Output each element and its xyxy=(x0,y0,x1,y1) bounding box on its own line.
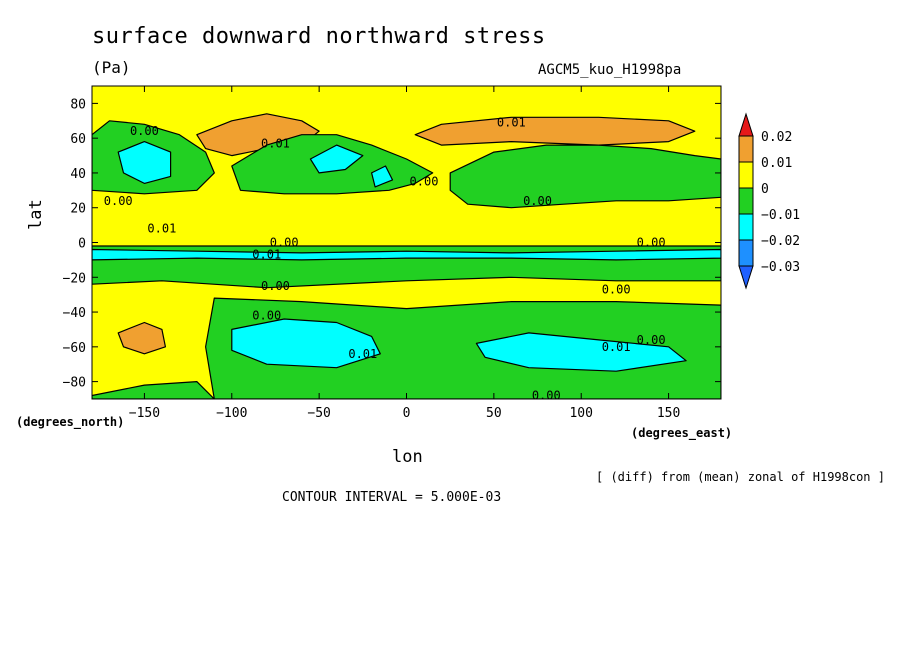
contour-label-7: 0.00 xyxy=(270,236,299,250)
contour-label-16: 0.00 xyxy=(532,389,561,403)
colorbar-box-0 xyxy=(738,135,754,163)
contour-label-4: 0.00 xyxy=(104,194,133,208)
contour-label-0: 0.00 xyxy=(130,124,159,138)
y-tick-label-3: −20 xyxy=(63,271,86,286)
colorbar-label-1: 0.01 xyxy=(761,156,792,171)
colorbar: 0.02 0.01 0 −0.01 −0.02 −0.03 xyxy=(738,112,800,290)
contour-label-5: 0.00 xyxy=(523,194,552,208)
region-negative2-11 xyxy=(371,165,394,188)
colorbar-box-2 xyxy=(738,187,754,215)
y-tick-label-8: 80 xyxy=(70,97,86,112)
chart-title: surface downward northward stress xyxy=(92,24,546,49)
colorbar-label-0: 0.02 xyxy=(761,130,792,145)
colorbar-box-3 xyxy=(738,213,754,241)
colorbar-label-2: 0 xyxy=(761,182,769,197)
contour-label-11: 0.00 xyxy=(602,282,631,296)
units-label: (Pa) xyxy=(92,58,131,77)
contour-label-12: 0.00 xyxy=(252,309,281,323)
diff-note: [ (diff) from (mean) zonal of H1998con ] xyxy=(596,470,885,484)
x-tick-label-0: −150 xyxy=(129,406,160,421)
region-negative2-10 xyxy=(309,144,364,174)
contour-interval: CONTOUR INTERVAL = 5.000E-03 xyxy=(282,490,502,505)
region-negative-5 xyxy=(449,144,721,209)
x-axis-label: lon xyxy=(392,447,423,467)
x-tick-label-3: 0 xyxy=(403,406,411,421)
contour-label-15: 0.00 xyxy=(637,333,666,347)
y-ticks: −80 −60 −40 −20 0 20 40 60 80 xyxy=(63,97,721,391)
x-tick-label-5: 100 xyxy=(569,406,592,421)
region-positive-2 xyxy=(117,321,166,355)
colorbar-label-3: −0.01 xyxy=(761,208,800,223)
region-negative-8 xyxy=(92,381,215,399)
x-ticks: −150 −100 −50 0 50 100 150 xyxy=(129,86,680,421)
y-tick-label-4: 0 xyxy=(78,237,86,252)
contour-label-9: 0.00 xyxy=(637,236,666,250)
x-axis-unit: (degrees_east) xyxy=(631,426,733,440)
x-tick-label-4: 50 xyxy=(486,406,502,421)
colorbar-label-5: −0.03 xyxy=(761,260,800,275)
x-tick-label-6: 150 xyxy=(657,406,680,421)
y-tick-label-1: −60 xyxy=(63,341,86,356)
contour-label-3: 0.00 xyxy=(410,175,439,189)
region-negative2-12 xyxy=(231,318,381,369)
colorbar-bottom-triangle xyxy=(738,265,754,290)
x-tick-label-1: −100 xyxy=(216,406,247,421)
run-id-label: AGCM5_kuo_H1998pa xyxy=(538,62,682,78)
y-tick-label-6: 40 xyxy=(70,167,86,182)
y-tick-label-0: −80 xyxy=(63,376,86,391)
contour-label-13: 0.01 xyxy=(348,347,377,361)
contour-regions xyxy=(92,113,721,399)
colorbar-label-4: −0.02 xyxy=(761,234,800,249)
x-tick-label-2: −50 xyxy=(307,406,330,421)
region-positive-1 xyxy=(414,116,696,146)
contour-label-14: 0.01 xyxy=(602,340,631,354)
y-tick-label-5: 20 xyxy=(70,202,86,217)
region-negative2-14 xyxy=(92,248,721,261)
contour-label-2: 0.01 xyxy=(497,116,526,130)
region-negative2-9 xyxy=(117,141,172,184)
y-axis-unit: (degrees_north) xyxy=(16,415,125,429)
contour-label-8: 0.01 xyxy=(252,248,281,262)
y-tick-label-2: −40 xyxy=(63,306,86,321)
colorbar-box-1 xyxy=(738,161,754,189)
colorbar-box-4 xyxy=(738,239,754,267)
colorbar-top-triangle xyxy=(738,112,754,137)
contour-label-1: 0.01 xyxy=(261,136,290,150)
contour-label-10: 0.00 xyxy=(261,279,290,293)
y-tick-label-7: 60 xyxy=(70,132,86,147)
region-negative2-13 xyxy=(475,332,687,372)
contour-label-6: 0.01 xyxy=(147,222,176,236)
